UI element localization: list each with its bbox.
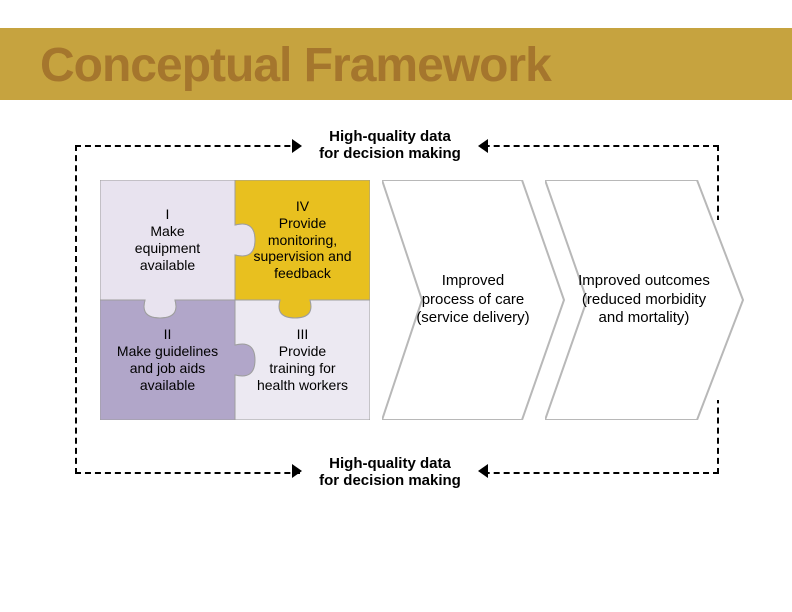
page-title: Conceptual Framework [40, 38, 551, 93]
piece-roman: I [135, 206, 200, 223]
piece-text: Providemonitoring,supervision andfeedbac… [253, 215, 351, 282]
piece-roman: III [257, 326, 348, 343]
piece-text: Make guidelinesand job aidsavailable [117, 343, 218, 393]
chevron-2-text: Improved outcomes(reduced morbidityand m… [578, 272, 710, 328]
puzzle-piece-I: I Makeequipmentavailable [100, 180, 235, 300]
puzzle-piece-II: II Make guidelinesand job aidsavailable [100, 300, 235, 420]
loop-caption-bottom: High-quality datafor decision making [300, 455, 480, 490]
loop-caption-top: High-quality datafor decision making [300, 128, 480, 163]
chevron-2: Improved outcomes(reduced morbidityand m… [562, 180, 734, 420]
puzzle-piece-III: III Providetraining forhealth workers [235, 300, 370, 420]
puzzle-piece-IV: IV Providemonitoring,supervision andfeed… [235, 180, 370, 300]
piece-roman: IV [253, 198, 351, 215]
title-banner: Conceptual Framework [0, 28, 792, 100]
piece-roman: II [117, 326, 218, 343]
piece-text: Makeequipmentavailable [135, 223, 200, 273]
chevron-1: Improvedprocess of care(service delivery… [398, 180, 556, 420]
chevron-1-text: Improvedprocess of care(service delivery… [416, 272, 529, 328]
piece-text: Providetraining forhealth workers [257, 343, 348, 393]
